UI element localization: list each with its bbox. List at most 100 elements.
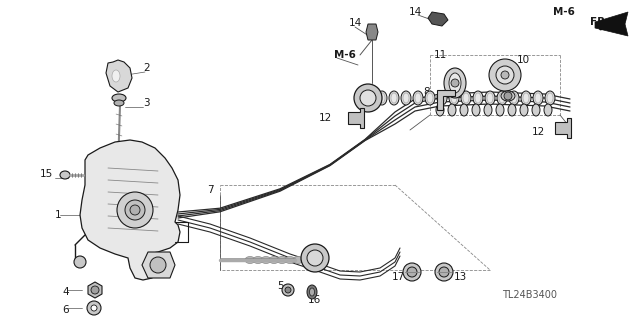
- Circle shape: [125, 200, 145, 220]
- Ellipse shape: [285, 256, 295, 263]
- Text: 9: 9: [513, 77, 519, 87]
- Text: 8: 8: [424, 87, 430, 97]
- Ellipse shape: [436, 104, 444, 116]
- Ellipse shape: [253, 256, 263, 263]
- Ellipse shape: [277, 256, 287, 263]
- Circle shape: [354, 84, 382, 112]
- Ellipse shape: [448, 104, 456, 116]
- Ellipse shape: [520, 104, 528, 116]
- Ellipse shape: [484, 104, 492, 116]
- Ellipse shape: [499, 93, 505, 103]
- Ellipse shape: [472, 104, 480, 116]
- Text: 15: 15: [40, 169, 53, 179]
- Ellipse shape: [460, 104, 468, 116]
- Ellipse shape: [449, 73, 461, 93]
- Ellipse shape: [485, 91, 495, 105]
- Ellipse shape: [301, 256, 311, 263]
- Ellipse shape: [497, 91, 507, 105]
- Circle shape: [435, 263, 453, 281]
- Circle shape: [130, 205, 140, 215]
- Circle shape: [403, 263, 421, 281]
- Circle shape: [451, 79, 459, 87]
- Polygon shape: [80, 140, 180, 280]
- Text: 14: 14: [348, 18, 362, 28]
- Polygon shape: [595, 12, 628, 36]
- Ellipse shape: [427, 93, 433, 103]
- Circle shape: [150, 257, 166, 273]
- Circle shape: [501, 71, 509, 79]
- Ellipse shape: [437, 91, 447, 105]
- Ellipse shape: [261, 256, 271, 263]
- Ellipse shape: [547, 93, 553, 103]
- Circle shape: [439, 267, 449, 277]
- Polygon shape: [437, 90, 455, 110]
- Text: 5: 5: [276, 281, 284, 291]
- Ellipse shape: [449, 91, 459, 105]
- Ellipse shape: [269, 256, 279, 263]
- Circle shape: [74, 256, 86, 268]
- Ellipse shape: [425, 91, 435, 105]
- Ellipse shape: [389, 91, 399, 105]
- Text: 11: 11: [433, 50, 447, 60]
- Text: 6: 6: [62, 305, 68, 315]
- Ellipse shape: [501, 91, 515, 101]
- Text: M-6: M-6: [553, 7, 575, 17]
- Circle shape: [360, 90, 376, 106]
- Ellipse shape: [439, 93, 445, 103]
- Ellipse shape: [293, 256, 303, 263]
- Circle shape: [489, 59, 521, 91]
- Ellipse shape: [509, 91, 519, 105]
- Text: 4: 4: [62, 287, 68, 297]
- Text: 7: 7: [207, 185, 214, 195]
- Ellipse shape: [245, 256, 255, 263]
- Ellipse shape: [473, 91, 483, 105]
- Ellipse shape: [532, 104, 540, 116]
- Ellipse shape: [521, 91, 531, 105]
- Ellipse shape: [461, 91, 471, 105]
- Polygon shape: [366, 24, 378, 40]
- Text: 12: 12: [318, 113, 332, 123]
- Circle shape: [87, 301, 101, 315]
- Ellipse shape: [112, 70, 120, 82]
- Polygon shape: [428, 12, 448, 26]
- Ellipse shape: [544, 104, 552, 116]
- Ellipse shape: [475, 93, 481, 103]
- Text: TL24B3400: TL24B3400: [502, 290, 557, 300]
- Text: 3: 3: [143, 98, 150, 108]
- Text: 16: 16: [307, 295, 321, 305]
- Ellipse shape: [496, 104, 504, 116]
- Text: 17: 17: [392, 272, 404, 282]
- Ellipse shape: [307, 285, 317, 299]
- Ellipse shape: [535, 93, 541, 103]
- Ellipse shape: [511, 93, 517, 103]
- Circle shape: [117, 192, 153, 228]
- Circle shape: [282, 284, 294, 296]
- Ellipse shape: [391, 93, 397, 103]
- Ellipse shape: [463, 93, 469, 103]
- Circle shape: [307, 250, 323, 266]
- Text: 12: 12: [531, 127, 545, 137]
- Ellipse shape: [487, 93, 493, 103]
- Ellipse shape: [533, 91, 543, 105]
- Circle shape: [301, 244, 329, 272]
- Ellipse shape: [310, 288, 314, 296]
- Ellipse shape: [451, 93, 457, 103]
- Ellipse shape: [403, 93, 409, 103]
- Circle shape: [407, 267, 417, 277]
- Text: 10: 10: [516, 55, 529, 65]
- Ellipse shape: [377, 91, 387, 105]
- Polygon shape: [348, 108, 364, 128]
- Circle shape: [91, 286, 99, 294]
- Circle shape: [496, 66, 514, 84]
- Text: 13: 13: [453, 272, 467, 282]
- Ellipse shape: [401, 91, 411, 105]
- Ellipse shape: [112, 94, 126, 102]
- Text: FR.: FR.: [590, 17, 609, 27]
- Text: M-6: M-6: [334, 50, 356, 60]
- Ellipse shape: [415, 93, 421, 103]
- Ellipse shape: [523, 93, 529, 103]
- Text: 14: 14: [408, 7, 422, 17]
- Polygon shape: [106, 60, 132, 92]
- Ellipse shape: [545, 91, 555, 105]
- Text: 2: 2: [143, 63, 150, 73]
